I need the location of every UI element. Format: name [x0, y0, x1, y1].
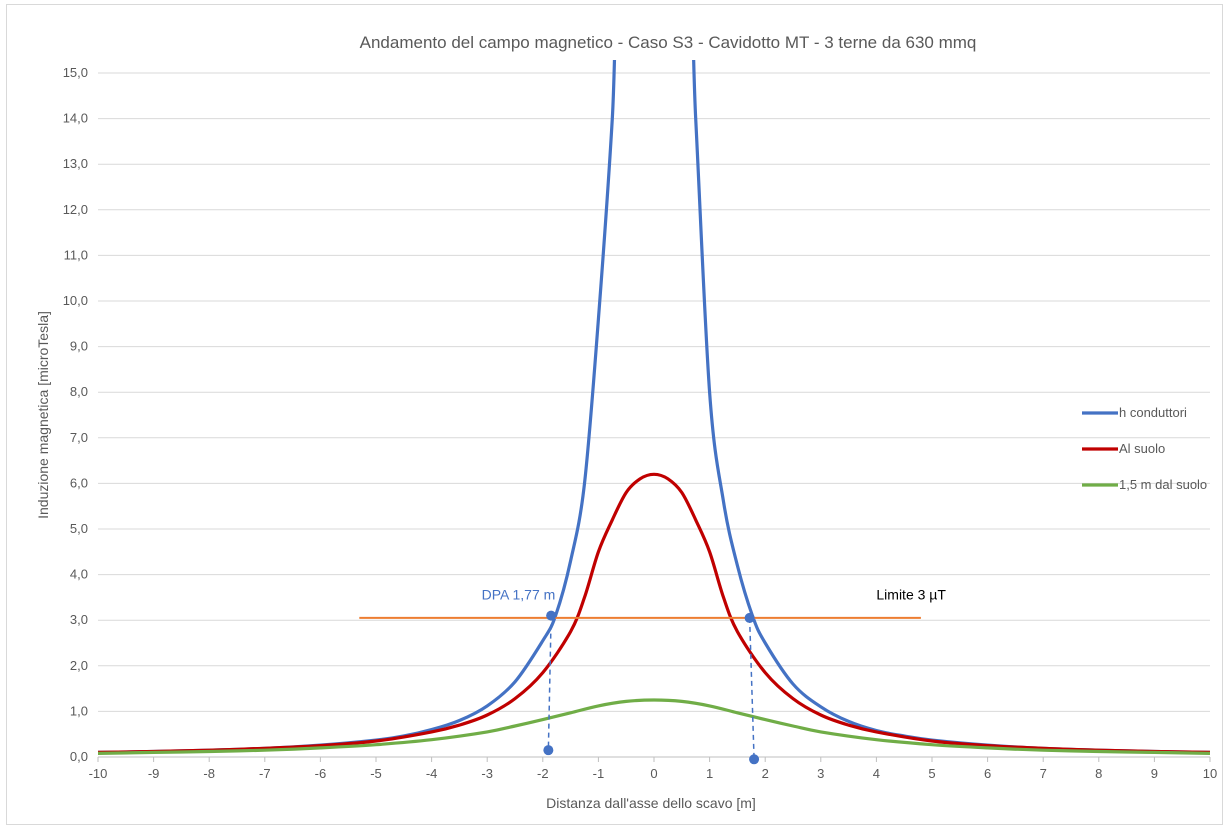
annotations: DPA 1,77 m Limite 3 µT: [482, 587, 947, 603]
y-axis-label: Induzione magnetica [microTesla]: [35, 311, 51, 519]
y-tick-label: 11,0: [64, 247, 88, 262]
y-tick-label: 13,0: [63, 156, 88, 171]
x-axis-label: Distanza dall'asse dello scavo [m]: [546, 795, 756, 811]
y-tick-label: 15,0: [63, 65, 88, 80]
dpa-point: [543, 745, 554, 756]
x-tick-label: 8: [1095, 766, 1102, 781]
series-line-al-suolo: [98, 472, 1210, 754]
dpa-dashed-line: [547, 615, 552, 751]
legend-label: 1,5 m dal suolo: [1119, 477, 1207, 492]
dpa-point: [546, 610, 557, 621]
y-tick-label: 12,0: [63, 202, 88, 217]
limit-annotation: Limite 3 µT: [876, 587, 946, 603]
x-tick-label: -7: [259, 766, 271, 781]
x-tick-label: 0: [650, 766, 657, 781]
x-tick-label: -6: [315, 766, 327, 781]
dpa-point: [749, 754, 760, 765]
x-tick-label: -9: [148, 766, 160, 781]
legend: h conduttori Al suolo 1,5 m dal suolo: [1082, 405, 1207, 492]
y-tick-label: 1,0: [70, 703, 88, 718]
series-line-h-conduttori: [98, 60, 1210, 754]
x-tick-label: -3: [481, 766, 493, 781]
x-tick-label: -8: [203, 766, 215, 781]
grid: [98, 72, 1210, 758]
x-tick-label: 9: [1151, 766, 1158, 781]
x-tick-label: 6: [984, 766, 991, 781]
y-tick-label: 2,0: [70, 658, 88, 673]
x-tick-label: 3: [817, 766, 824, 781]
x-tick-label: 2: [762, 766, 769, 781]
y-tick-label: 3,0: [70, 612, 88, 627]
y-tick-label: 14,0: [63, 111, 88, 126]
x-tick-label: 5: [928, 766, 935, 781]
dpa-dashed-line: [748, 617, 755, 760]
x-tick-label: 4: [873, 766, 880, 781]
x-axis-ticks: -10 -9 -8 -7 -6 -5 -4 -3 -2 -1 0 1 2 3 4 5 6 7 8 9 10: [89, 757, 1217, 781]
x-tick-label: -4: [426, 766, 438, 781]
y-tick-label: 7,0: [70, 430, 88, 445]
x-tick-label: 10: [1203, 766, 1217, 781]
y-tick-label: 0,0: [70, 749, 88, 764]
x-tick-label: -5: [370, 766, 382, 781]
chart-frame: [6, 4, 1223, 825]
y-tick-label: 10,0: [63, 293, 88, 308]
y-tick-label: 5,0: [70, 521, 88, 536]
series-layer: [98, 60, 1210, 755]
x-tick-label: -2: [537, 766, 549, 781]
series-line-1-5-m-dal-suolo: [98, 698, 1210, 755]
x-tick-label: 7: [1040, 766, 1047, 781]
y-tick-label: 6,0: [70, 475, 88, 490]
y-tick-label: 8,0: [70, 384, 88, 399]
y-tick-label: 4,0: [70, 567, 88, 582]
x-tick-label: -10: [89, 766, 108, 781]
x-tick-label: 1: [706, 766, 713, 781]
y-tick-label: 9,0: [70, 339, 88, 354]
legend-label: h conduttori: [1119, 405, 1187, 420]
dpa-annotation: DPA 1,77 m: [482, 587, 556, 603]
dpa-point: [744, 612, 755, 623]
markers: [543, 610, 760, 765]
legend-label: Al suolo: [1119, 441, 1165, 456]
x-tick-label: -1: [593, 766, 605, 781]
y-axis-ticks: 0,0 1,0 2,0 3,0 4,0 5,0 6,0 7,0 8,0 9,0 10,0 11,0 12…: [63, 65, 88, 764]
chart-title: Andamento del campo magnetico - Caso S3 …: [360, 33, 977, 52]
